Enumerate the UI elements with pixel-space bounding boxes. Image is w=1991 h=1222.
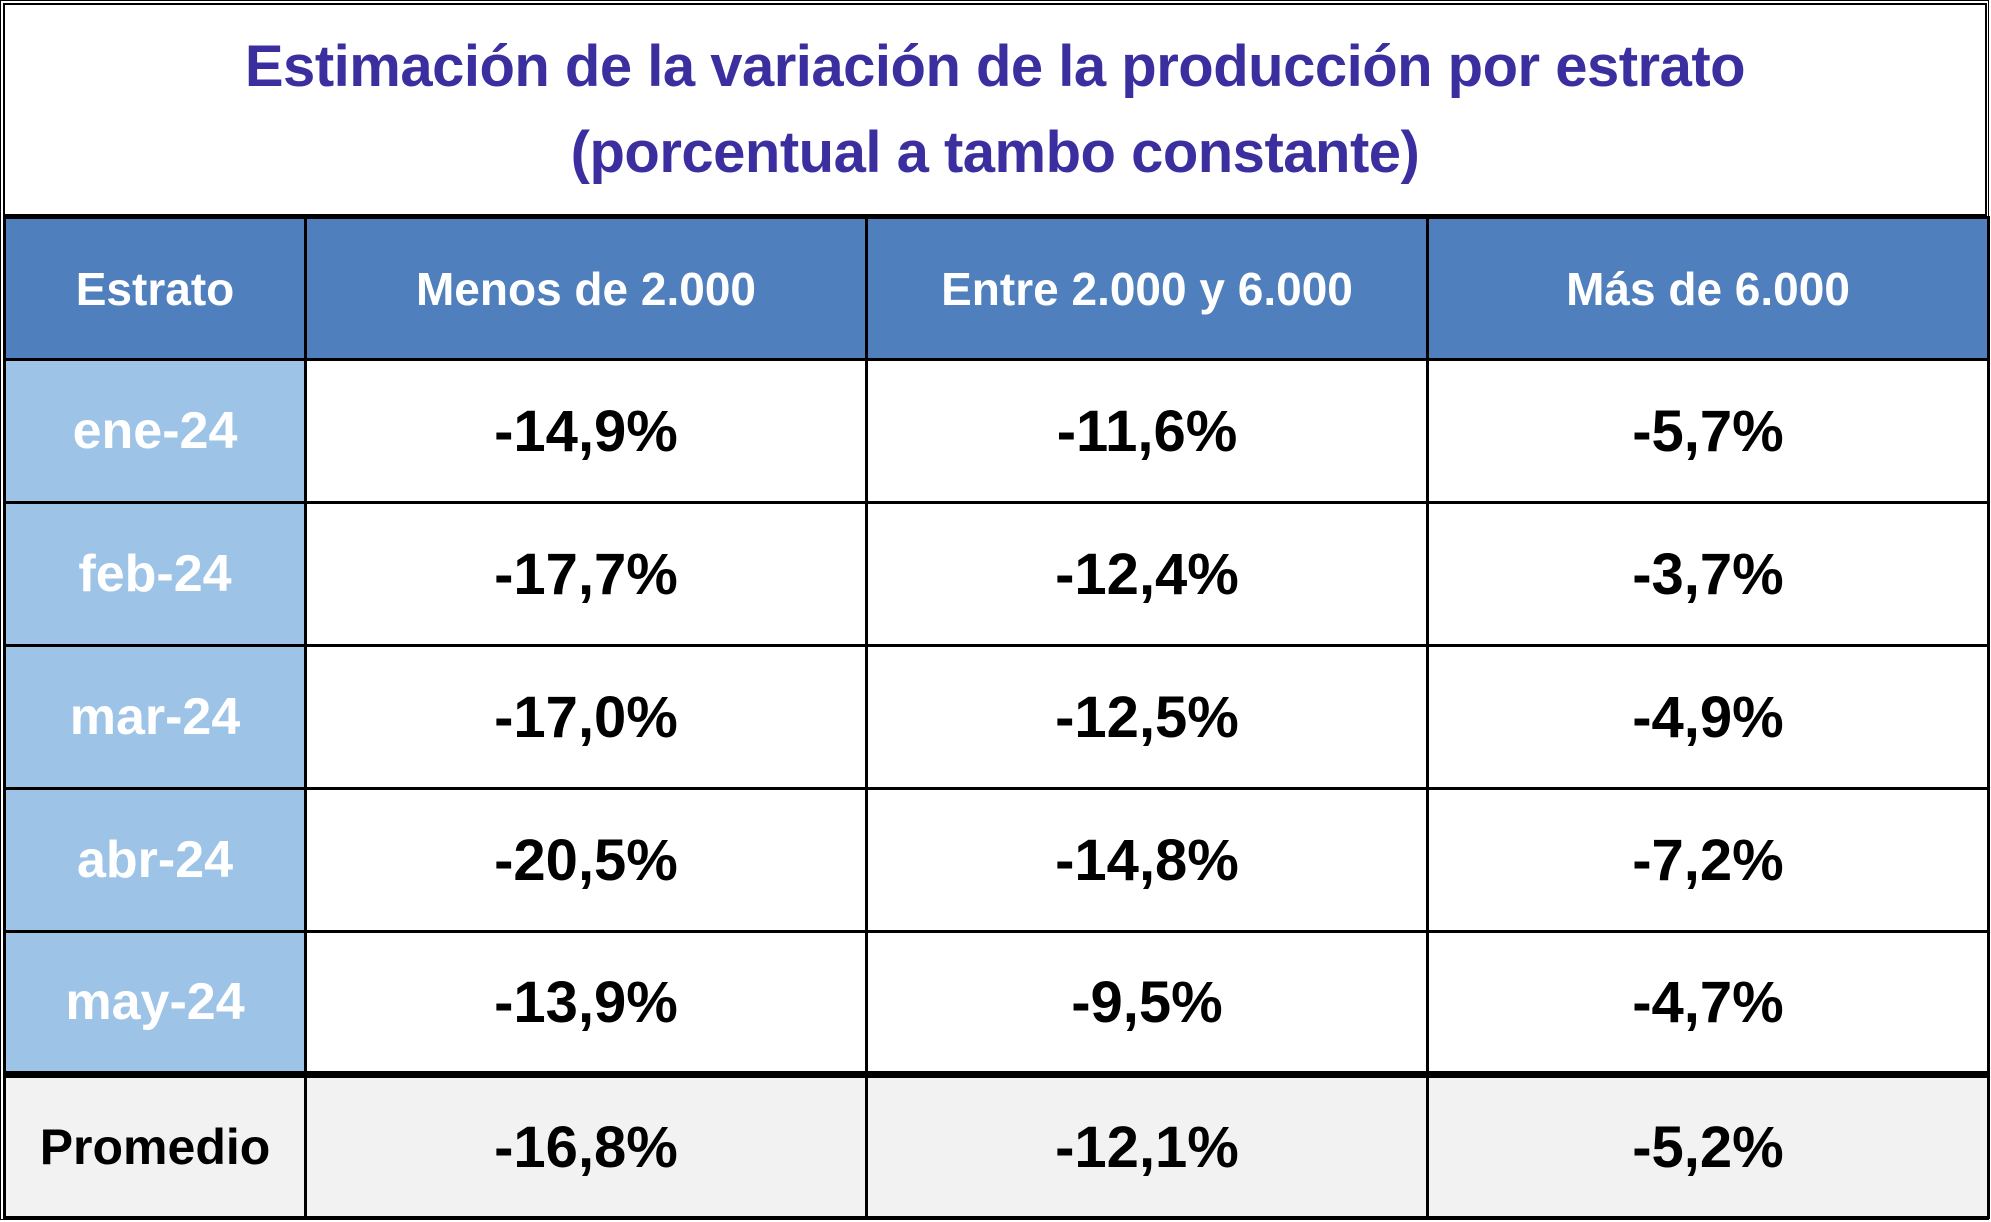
- table-cell: -13,9%: [304, 930, 868, 1076]
- column-header-mas-6000: Más de 6.000: [1426, 216, 1990, 361]
- table-cell: -7,2%: [1426, 787, 1990, 933]
- table-cell: -4,9%: [1426, 644, 1990, 790]
- summary-label: Promedio: [3, 1071, 307, 1219]
- table-row: abr-24 -20,5% -14,8% -7,2%: [3, 787, 1990, 933]
- column-header-entre-2000-6000: Entre 2.000 y 6.000: [865, 216, 1429, 361]
- table-cell: -11,6%: [865, 358, 1429, 504]
- table-row: feb-24 -17,7% -12,4% -3,7%: [3, 501, 1990, 647]
- data-table: Estrato Menos de 2.000 Entre 2.000 y 6.0…: [3, 216, 1990, 1219]
- table-cell: -12,5%: [865, 644, 1429, 790]
- table-row: ene-24 -14,9% -11,6% -5,7%: [3, 358, 1990, 504]
- row-label: ene-24: [3, 358, 307, 504]
- row-label: abr-24: [3, 787, 307, 933]
- table-cell: -14,9%: [304, 358, 868, 504]
- summary-row: Promedio -16,8% -12,1% -5,2%: [3, 1071, 1990, 1219]
- row-label: feb-24: [3, 501, 307, 647]
- summary-cell: -16,8%: [304, 1071, 868, 1219]
- column-header-menos-2000: Menos de 2.000: [304, 216, 868, 361]
- table-cell: -17,7%: [304, 501, 868, 647]
- summary-cell: -5,2%: [1426, 1071, 1990, 1219]
- header-row: Estrato Menos de 2.000 Entre 2.000 y 6.0…: [3, 216, 1990, 361]
- table-row: mar-24 -17,0% -12,5% -4,9%: [3, 644, 1990, 790]
- row-label: mar-24: [3, 644, 307, 790]
- table-cell: -9,5%: [865, 930, 1429, 1076]
- table-cell: -17,0%: [304, 644, 868, 790]
- table-cell: -3,7%: [1426, 501, 1990, 647]
- table-cell: -5,7%: [1426, 358, 1990, 504]
- title-block: Estimación de la variación de la producc…: [3, 3, 1987, 216]
- table-cell: -14,8%: [865, 787, 1429, 933]
- table-title: Estimación de la variación de la producc…: [244, 33, 1746, 99]
- table-cell: -20,5%: [304, 787, 868, 933]
- table-cell: -12,4%: [865, 501, 1429, 647]
- table-cell: -4,7%: [1426, 930, 1990, 1076]
- summary-cell: -12,1%: [865, 1071, 1429, 1219]
- table-row: may-24 -13,9% -9,5% -4,7%: [3, 930, 1990, 1076]
- row-label: may-24: [3, 930, 307, 1076]
- table-subtitle: (porcentual a tambo constante): [570, 119, 1420, 185]
- column-header-estrato: Estrato: [3, 216, 307, 361]
